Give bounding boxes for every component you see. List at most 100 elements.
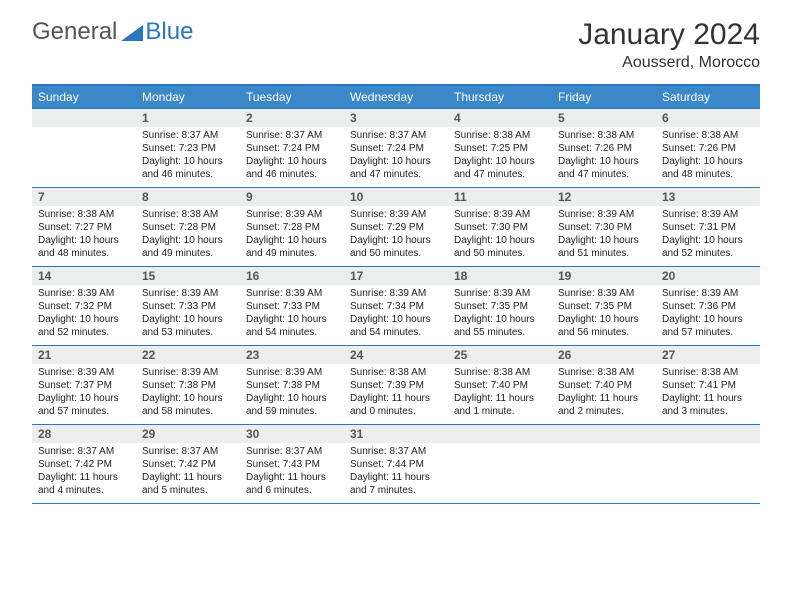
day-number: 27 [656, 346, 760, 364]
day-number: 12 [552, 188, 656, 206]
sunset-text: Sunset: 7:40 PM [454, 379, 546, 392]
sunrise-text: Sunrise: 8:38 AM [350, 366, 442, 379]
daylight-text: Daylight: 11 hours [662, 392, 754, 405]
daylight-text: and 2 minutes. [558, 405, 650, 418]
sunset-text: Sunset: 7:41 PM [662, 379, 754, 392]
day-number: 6 [656, 109, 760, 127]
daylight-text: and 0 minutes. [350, 405, 442, 418]
sunrise-text: Sunrise: 8:38 AM [454, 366, 546, 379]
daylight-text: and 47 minutes. [558, 168, 650, 181]
daylight-text: Daylight: 10 hours [350, 234, 442, 247]
daylight-text: and 47 minutes. [350, 168, 442, 181]
month-title: January 2024 [578, 18, 760, 52]
day-header-thursday: Thursday [448, 86, 552, 108]
daylight-text: Daylight: 10 hours [246, 392, 338, 405]
sunset-text: Sunset: 7:30 PM [558, 221, 650, 234]
sunrise-text: Sunrise: 8:39 AM [558, 287, 650, 300]
sunset-text: Sunset: 7:42 PM [38, 458, 130, 471]
day-number: 25 [448, 346, 552, 364]
daylight-text: and 1 minute. [454, 405, 546, 418]
sunrise-text: Sunrise: 8:39 AM [558, 208, 650, 221]
daylight-text: and 46 minutes. [246, 168, 338, 181]
sunrise-text: Sunrise: 8:39 AM [246, 366, 338, 379]
sunset-text: Sunset: 7:38 PM [142, 379, 234, 392]
day-cell: 14Sunrise: 8:39 AMSunset: 7:32 PMDayligh… [32, 267, 136, 345]
sunset-text: Sunset: 7:33 PM [246, 300, 338, 313]
day-header-wednesday: Wednesday [344, 86, 448, 108]
day-details: Sunrise: 8:37 AMSunset: 7:43 PMDaylight:… [240, 443, 344, 497]
day-number: 22 [136, 346, 240, 364]
day-details: Sunrise: 8:37 AMSunset: 7:24 PMDaylight:… [240, 127, 344, 181]
daylight-text: Daylight: 10 hours [142, 313, 234, 326]
daylight-text: Daylight: 11 hours [454, 392, 546, 405]
sunrise-text: Sunrise: 8:39 AM [350, 287, 442, 300]
day-details: Sunrise: 8:39 AMSunset: 7:30 PMDaylight:… [552, 206, 656, 260]
sunrise-text: Sunrise: 8:38 AM [38, 208, 130, 221]
sunset-text: Sunset: 7:39 PM [350, 379, 442, 392]
day-cell: 20Sunrise: 8:39 AMSunset: 7:36 PMDayligh… [656, 267, 760, 345]
day-number: 1 [136, 109, 240, 127]
day-number: 29 [136, 425, 240, 443]
sunrise-text: Sunrise: 8:38 AM [142, 208, 234, 221]
location-label: Aousserd, Morocco [578, 54, 760, 72]
day-number: 26 [552, 346, 656, 364]
day-cell: 3Sunrise: 8:37 AMSunset: 7:24 PMDaylight… [344, 109, 448, 187]
day-details: Sunrise: 8:37 AMSunset: 7:23 PMDaylight:… [136, 127, 240, 181]
daylight-text: and 6 minutes. [246, 484, 338, 497]
day-header-saturday: Saturday [656, 86, 760, 108]
calendar: SundayMondayTuesdayWednesdayThursdayFrid… [32, 84, 760, 503]
day-cell: 1Sunrise: 8:37 AMSunset: 7:23 PMDaylight… [136, 109, 240, 187]
day-cell: 30Sunrise: 8:37 AMSunset: 7:43 PMDayligh… [240, 425, 344, 503]
sunset-text: Sunset: 7:26 PM [558, 142, 650, 155]
sunset-text: Sunset: 7:25 PM [454, 142, 546, 155]
day-details: Sunrise: 8:37 AMSunset: 7:42 PMDaylight:… [136, 443, 240, 497]
day-header-monday: Monday [136, 86, 240, 108]
day-cell: 29Sunrise: 8:37 AMSunset: 7:42 PMDayligh… [136, 425, 240, 503]
logo-triangle-icon [121, 23, 143, 41]
day-cell [656, 425, 760, 503]
day-details: Sunrise: 8:39 AMSunset: 7:38 PMDaylight:… [240, 364, 344, 418]
daylight-text: and 50 minutes. [350, 247, 442, 260]
sunset-text: Sunset: 7:24 PM [350, 142, 442, 155]
day-number: 31 [344, 425, 448, 443]
day-number: 9 [240, 188, 344, 206]
day-header-sunday: Sunday [32, 86, 136, 108]
day-number-empty [448, 425, 552, 443]
daylight-text: Daylight: 11 hours [558, 392, 650, 405]
sunrise-text: Sunrise: 8:39 AM [350, 208, 442, 221]
sunrise-text: Sunrise: 8:38 AM [662, 129, 754, 142]
day-details: Sunrise: 8:39 AMSunset: 7:37 PMDaylight:… [32, 364, 136, 418]
day-cell: 7Sunrise: 8:38 AMSunset: 7:27 PMDaylight… [32, 188, 136, 266]
sunrise-text: Sunrise: 8:39 AM [246, 208, 338, 221]
sunrise-text: Sunrise: 8:39 AM [38, 287, 130, 300]
sunrise-text: Sunrise: 8:39 AM [662, 287, 754, 300]
daylight-text: and 51 minutes. [558, 247, 650, 260]
day-number: 15 [136, 267, 240, 285]
daylight-text: and 4 minutes. [38, 484, 130, 497]
daylight-text: Daylight: 10 hours [350, 313, 442, 326]
daylight-text: Daylight: 11 hours [350, 471, 442, 484]
day-details: Sunrise: 8:38 AMSunset: 7:39 PMDaylight:… [344, 364, 448, 418]
day-cell: 24Sunrise: 8:38 AMSunset: 7:39 PMDayligh… [344, 346, 448, 424]
daylight-text: Daylight: 11 hours [142, 471, 234, 484]
daylight-text: and 49 minutes. [246, 247, 338, 260]
day-details: Sunrise: 8:39 AMSunset: 7:28 PMDaylight:… [240, 206, 344, 260]
sunset-text: Sunset: 7:28 PM [246, 221, 338, 234]
sunset-text: Sunset: 7:35 PM [558, 300, 650, 313]
sunset-text: Sunset: 7:37 PM [38, 379, 130, 392]
daylight-text: Daylight: 11 hours [350, 392, 442, 405]
daylight-text: Daylight: 10 hours [558, 155, 650, 168]
daylight-text: Daylight: 10 hours [142, 155, 234, 168]
daylight-text: and 52 minutes. [662, 247, 754, 260]
sunset-text: Sunset: 7:28 PM [142, 221, 234, 234]
day-details: Sunrise: 8:39 AMSunset: 7:29 PMDaylight:… [344, 206, 448, 260]
sunrise-text: Sunrise: 8:38 AM [558, 366, 650, 379]
day-details: Sunrise: 8:39 AMSunset: 7:33 PMDaylight:… [136, 285, 240, 339]
day-cell: 6Sunrise: 8:38 AMSunset: 7:26 PMDaylight… [656, 109, 760, 187]
sunset-text: Sunset: 7:24 PM [246, 142, 338, 155]
sunrise-text: Sunrise: 8:37 AM [246, 129, 338, 142]
daylight-text: Daylight: 11 hours [38, 471, 130, 484]
daylight-text: and 54 minutes. [246, 326, 338, 339]
day-cell: 5Sunrise: 8:38 AMSunset: 7:26 PMDaylight… [552, 109, 656, 187]
day-number: 8 [136, 188, 240, 206]
